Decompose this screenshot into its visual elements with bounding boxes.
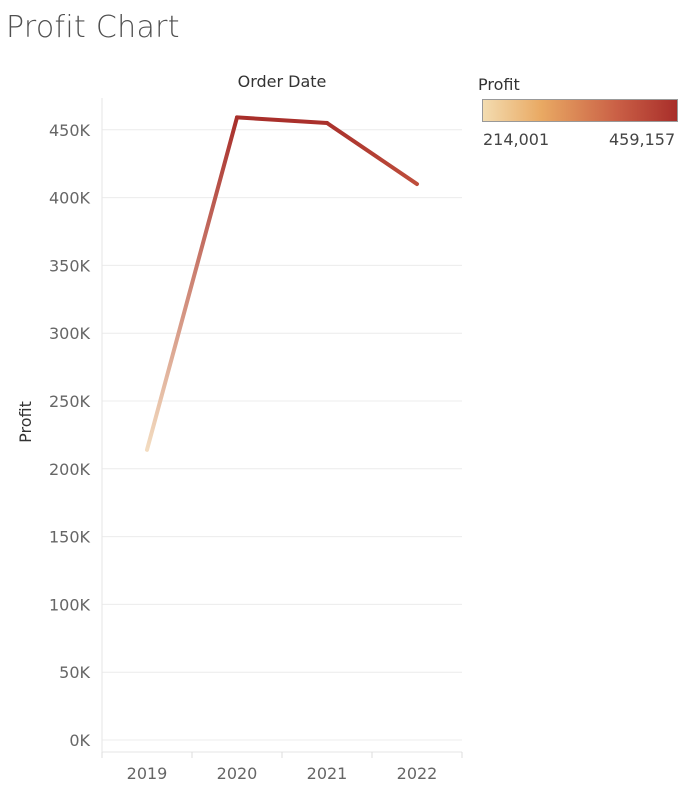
x-tick-label: 2019 xyxy=(127,764,168,783)
y-tick-label: 100K xyxy=(49,595,91,614)
x-axis-title: Order Date xyxy=(238,72,327,91)
y-tick-label: 300K xyxy=(49,324,91,343)
series-line-segment xyxy=(235,115,329,126)
legend-color-ramp xyxy=(482,99,678,122)
y-tick-label: 250K xyxy=(49,392,91,411)
axes xyxy=(101,98,463,758)
legend-title: Profit xyxy=(478,75,520,94)
y-tick-label: 150K xyxy=(49,528,91,547)
y-axis-title: Profit xyxy=(16,401,35,443)
legend-min-label: 214,001 xyxy=(483,130,550,149)
series-line-segment xyxy=(145,115,239,452)
y-tick-label: 400K xyxy=(49,189,91,208)
series-line-segment xyxy=(325,121,419,187)
chart-title: Profit Chart xyxy=(6,10,180,45)
y-tick-label: 0K xyxy=(69,731,90,750)
gridlines xyxy=(102,129,462,741)
x-tick-label: 2021 xyxy=(307,764,348,783)
y-tick-label: 350K xyxy=(49,256,91,275)
x-tick-label: 2020 xyxy=(217,764,258,783)
legend-max-label: 459,157 xyxy=(609,130,676,149)
y-tick-label: 200K xyxy=(49,460,91,479)
y-tick-label: 50K xyxy=(59,663,90,682)
y-tick-label: 450K xyxy=(49,121,91,140)
tick-labels: 0K 50K 100K 150K 200K 250K 300K 350K 400K 450K 201… xyxy=(49,121,437,783)
x-tick-label: 2022 xyxy=(397,764,438,783)
series-lines xyxy=(145,115,419,452)
